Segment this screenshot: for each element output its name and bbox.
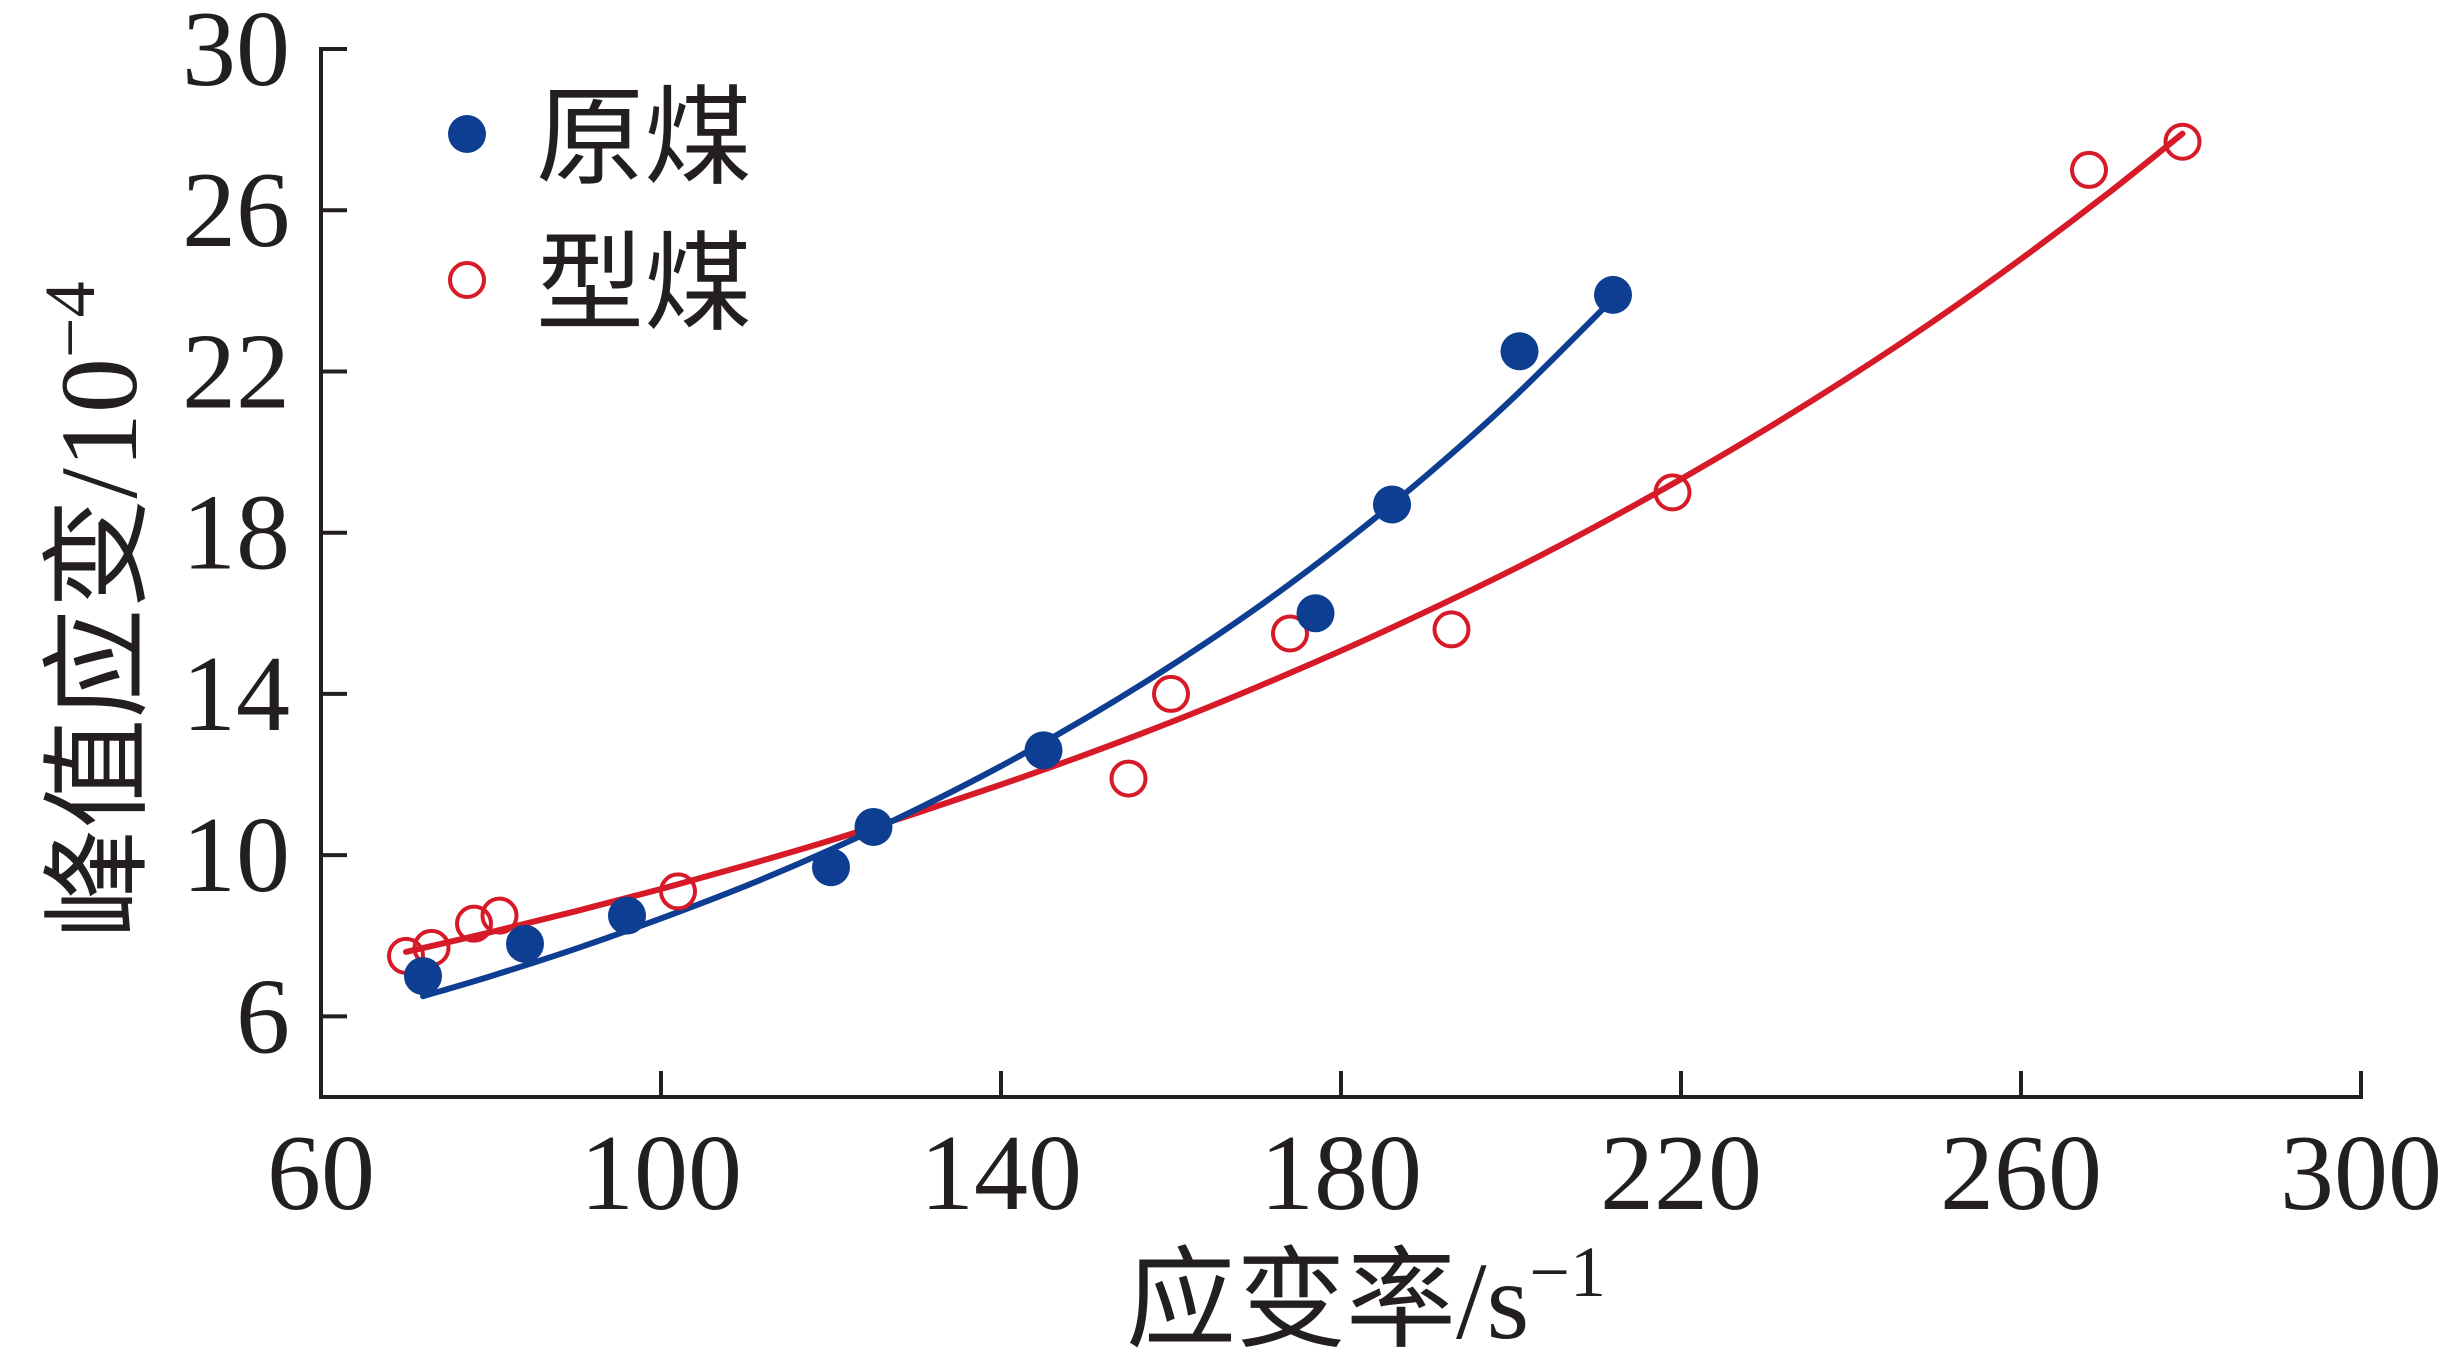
- y-tick-label: 26: [182, 151, 290, 270]
- data-points: [387, 122, 2202, 996]
- x-tick-label: 220: [1600, 1114, 1762, 1233]
- y-tick-label: 10: [182, 796, 290, 915]
- y-tick-label: 18: [182, 474, 290, 593]
- briquette-data-point: [1653, 473, 1692, 512]
- fit-curves: [403, 130, 2186, 1000]
- fit-curve-briquette: [403, 130, 2186, 955]
- y-tick-label: 6: [236, 957, 290, 1076]
- briquette-data-point: [1152, 674, 1190, 713]
- axes: 6 10 14 18 22 26 30 60 100 140 180 220 260 300: [182, 0, 2442, 1233]
- x-axis-label: 应变率/s−1: [1126, 1232, 1606, 1362]
- legend-marker-briquette: [448, 261, 486, 299]
- briquette-data-point: [480, 896, 519, 935]
- y-tick-label: 22: [182, 312, 290, 431]
- legend-item-raw-coal: 原煤: [448, 80, 752, 199]
- raw-coal-data-point: [1500, 332, 1539, 371]
- raw-coal-data-point: [506, 924, 544, 963]
- x-tick-label: 260: [1940, 1114, 2102, 1233]
- briquette-data-point: [1271, 614, 1309, 653]
- briquette-data-point: [659, 872, 697, 911]
- x-tick-label: 300: [2280, 1114, 2442, 1233]
- y-axis-label-text: 峰值应变/10: [38, 358, 160, 939]
- y-tick-label: 30: [182, 0, 290, 109]
- x-axis-label-exponent: −1: [1529, 1232, 1606, 1312]
- legend-label-briquette: 型煤: [536, 226, 752, 345]
- raw-coal-data-point: [404, 957, 442, 996]
- x-tick-label: 140: [920, 1114, 1082, 1233]
- x-tick-label: 60: [267, 1114, 375, 1233]
- raw-coal-data-point: [854, 807, 893, 846]
- x-tick-label: 180: [1260, 1114, 1422, 1233]
- x-ticks: 60 100 140 180 220 260 300: [267, 1071, 2442, 1233]
- y-tick-label: 14: [182, 635, 290, 754]
- raw-coal-data-point: [1373, 485, 1411, 524]
- raw-coal-data-point: [608, 896, 646, 935]
- briquette-data-point: [1432, 610, 1471, 649]
- fit-curve-raw-coal: [420, 295, 1616, 1000]
- briquette-data-point: [2070, 150, 2108, 189]
- legend: 原煤 型煤: [448, 80, 752, 345]
- legend-marker-raw-coal: [448, 115, 486, 153]
- briquette-data-point: [1109, 759, 1148, 798]
- briquette-data-point: [455, 904, 493, 943]
- raw-coal-data-point: [1296, 594, 1335, 633]
- x-axis-label-text: 应变率/s: [1126, 1240, 1529, 1362]
- legend-item-briquette: 型煤: [448, 226, 752, 345]
- y-axis-label: 峰值应变/10−4: [30, 281, 160, 938]
- briquette-data-point: [2163, 122, 2202, 161]
- raw-coal-data-point: [1024, 731, 1063, 770]
- raw-coal-data-point: [1594, 275, 1632, 314]
- x-tick-label: 100: [580, 1114, 742, 1233]
- legend-label-raw-coal: 原煤: [536, 80, 752, 199]
- y-ticks: 6 10 14 18 22 26 30: [182, 0, 347, 1076]
- y-axis-label-exponent: −4: [30, 281, 110, 358]
- raw-coal-data-point: [812, 848, 850, 887]
